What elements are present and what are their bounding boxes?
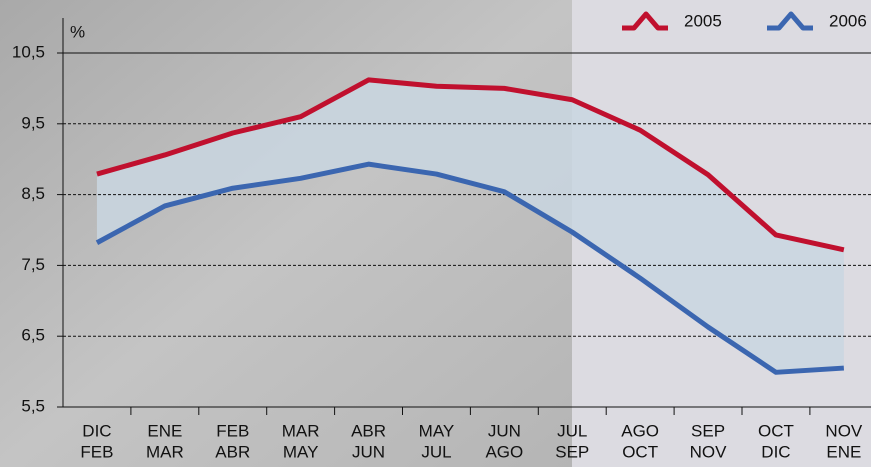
- y-tick-label: 6,5: [21, 326, 45, 345]
- x-tick-label: MAY: [419, 421, 455, 440]
- y-tick-label: 5,5: [21, 396, 45, 415]
- x-tick-label: OCT: [758, 421, 794, 440]
- x-tick-label: DIC: [82, 421, 111, 440]
- x-tick-label: SEP: [555, 442, 589, 461]
- y-tick-label: 8,5: [21, 184, 45, 203]
- x-tick-label: MAR: [282, 421, 320, 440]
- x-tick-label: NOV: [690, 442, 728, 461]
- x-tick-label: ENE: [826, 442, 861, 461]
- x-tick-label: ABR: [351, 421, 386, 440]
- x-tick-label: AGO: [621, 421, 659, 440]
- x-tick-label: AGO: [485, 442, 523, 461]
- x-tick-label: MAY: [283, 442, 319, 461]
- x-tick-label: MAR: [146, 442, 184, 461]
- x-tick-label: FEB: [216, 421, 249, 440]
- x-tick-label: ENE: [147, 421, 182, 440]
- y-tick-label: 7,5: [21, 255, 45, 274]
- x-tick-label: SEP: [691, 421, 725, 440]
- x-tick-label: JUL: [421, 442, 451, 461]
- x-tick-label: JUN: [352, 442, 385, 461]
- x-tick-label: ABR: [215, 442, 250, 461]
- y-tick-label: 10,5: [12, 42, 45, 61]
- legend-label: 2006: [829, 11, 867, 30]
- x-tick-label: OCT: [622, 442, 658, 461]
- background-photo: [0, 0, 572, 467]
- x-tick-label: DIC: [761, 442, 790, 461]
- x-tick-label: JUL: [557, 421, 587, 440]
- y-unit: %: [70, 22, 85, 41]
- x-tick-label: NOV: [825, 421, 863, 440]
- chart: % 5,5 6,5 7,5 8,5 9,5 10,5 DIC FEB ENE MAR FEB ABR M…: [0, 0, 871, 467]
- x-tick-label: FEB: [80, 442, 113, 461]
- legend-label: 2005: [684, 11, 722, 30]
- x-tick-label: JUN: [488, 421, 521, 440]
- y-tick-label: 9,5: [21, 113, 45, 132]
